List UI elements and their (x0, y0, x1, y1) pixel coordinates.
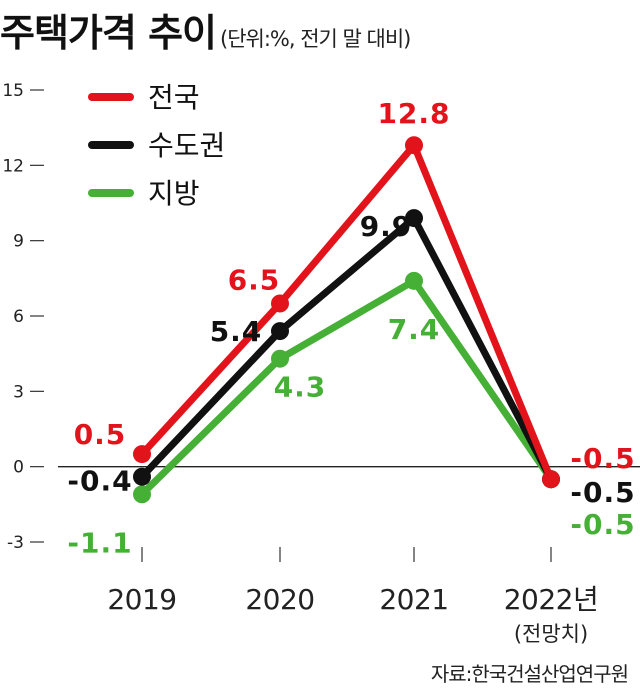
data-label-수도권: -0.5 (570, 476, 635, 509)
data-point-수도권 (271, 322, 289, 341)
y-tick-label: 3 (13, 382, 24, 402)
y-tick-label: 6 (13, 307, 24, 327)
data-label-전국: 0.5 (74, 418, 127, 451)
series-line-전국 (138, 141, 555, 483)
data-label-지방: 4.3 (274, 371, 327, 404)
data-label-지방: -1.1 (67, 526, 132, 559)
x-tick-label: 2019 (107, 583, 176, 616)
chart-title: 주택가격 추이 (0, 11, 217, 55)
series-line-지방 (138, 277, 555, 498)
data-point-지방 (133, 485, 151, 504)
data-label-전국: -0.5 (570, 442, 635, 475)
data-point-전국 (542, 470, 560, 489)
y-tick-label: -3 (7, 533, 24, 553)
data-point-전국 (271, 294, 289, 313)
data-point-지방 (405, 271, 423, 290)
legend-label-전국: 전국 (148, 81, 200, 114)
data-label-전국: 12.8 (377, 97, 450, 130)
x-tick-label: 2022년 (504, 583, 599, 616)
y-tick-label: 9 (13, 232, 24, 252)
data-label-수도권: 9.9 (360, 210, 413, 243)
data-point-수도권 (405, 209, 423, 228)
data-label-수도권: 5.4 (210, 315, 263, 348)
chart-header: 주택가격 추이 (단위:%, 전기 말 대비) (0, 2, 411, 57)
data-label-지방: -0.5 (570, 508, 635, 541)
source-note: 자료:한국건설산업연구원 (430, 662, 629, 686)
y-tick-label: 15 (2, 81, 24, 101)
x-category-note: (전망치) (514, 622, 588, 646)
data-point-전국 (405, 136, 423, 155)
data-label-수도권: -0.4 (67, 465, 132, 498)
series-line-수도권 (138, 214, 555, 483)
y-tick-label: 12 (2, 156, 24, 176)
data-label-지방: 7.4 (388, 313, 441, 346)
legend-label-지방: 지방 (148, 177, 200, 210)
data-point-전국 (133, 445, 151, 464)
y-tick-label: 0 (13, 458, 24, 478)
x-tick-label: 2021 (379, 583, 448, 616)
data-label-전국: 6.5 (228, 263, 281, 296)
x-tick-label: 2020 (245, 583, 314, 616)
data-point-수도권 (133, 467, 151, 486)
data-point-지방 (271, 349, 289, 368)
legend-label-수도권: 수도권 (148, 129, 225, 162)
chart-subtitle: (단위:%, 전기 말 대비) (220, 27, 411, 51)
